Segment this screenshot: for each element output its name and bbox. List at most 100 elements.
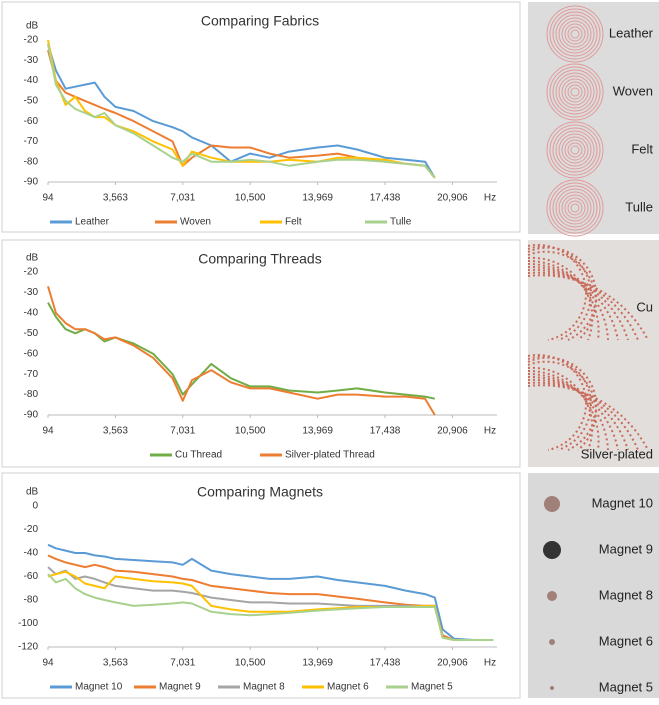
y-tick-label: -80 — [24, 156, 39, 167]
x-tick-label: 17,438 — [370, 426, 401, 437]
coil — [555, 130, 595, 170]
coil-arc — [527, 246, 598, 341]
magnet — [549, 639, 555, 645]
chart-panel — [1, 1, 521, 233]
coil — [567, 84, 583, 100]
coil — [558, 17, 592, 51]
y-tick-label: -60 — [24, 348, 39, 359]
y-tick-label: -80 — [24, 595, 39, 606]
x-tick-label: 3,563 — [103, 658, 128, 669]
thread-photos — [528, 240, 659, 467]
y-tick-label: -80 — [24, 389, 39, 400]
y-tick-label: -90 — [24, 177, 39, 188]
coil-arc — [527, 378, 629, 451]
magnet — [543, 541, 561, 559]
x-tick-label: 10,500 — [235, 193, 266, 204]
coil — [567, 200, 583, 216]
y-tick-label: -50 — [24, 95, 39, 106]
photo-label: Tulle — [625, 199, 653, 214]
x-axis-label: Hz — [484, 426, 496, 437]
chart-panel — [1, 239, 521, 468]
x-tick-label: 13,969 — [302, 658, 333, 669]
legend-label: Magnet 5 — [411, 682, 453, 693]
y-tick-label: -40 — [24, 307, 39, 318]
series-line — [47, 570, 494, 641]
x-tick-label: 20,906 — [437, 426, 468, 437]
y-tick-label: -60 — [24, 116, 39, 127]
coil-arc — [527, 360, 597, 451]
chart-title: Comparing Fabrics — [201, 13, 319, 29]
x-tick-label: 94 — [42, 658, 54, 669]
coil — [567, 26, 583, 42]
coil — [561, 136, 589, 164]
coil — [564, 23, 586, 45]
coil — [558, 191, 592, 225]
coil — [552, 11, 598, 57]
magnet — [547, 591, 557, 601]
coil — [549, 182, 601, 234]
coil — [546, 63, 604, 121]
coil — [570, 145, 580, 155]
y-axis-label: dB — [26, 21, 39, 32]
x-tick-label: 3,563 — [103, 193, 128, 204]
photo-label: Leather — [609, 25, 654, 40]
coil-arc — [527, 274, 649, 341]
y-tick-label: -20 — [24, 35, 39, 46]
coil-arc — [527, 356, 598, 451]
x-tick-label: 94 — [42, 193, 54, 204]
y-tick-label: -40 — [24, 548, 39, 559]
x-axis-label: Hz — [484, 193, 496, 204]
y-tick-label: -60 — [24, 571, 39, 582]
coil — [549, 124, 601, 176]
photo-label: Magnet 10 — [592, 495, 653, 510]
x-tick-label: 3,563 — [103, 426, 128, 437]
y-tick-label: -70 — [24, 369, 39, 380]
coil — [564, 81, 586, 103]
coil — [552, 185, 598, 231]
y-tick-label: -20 — [24, 267, 39, 278]
coil-arc — [527, 381, 639, 451]
coil — [555, 14, 595, 54]
x-tick-label: 20,906 — [437, 193, 468, 204]
series-line — [47, 39, 436, 179]
legend-label: Magnet 9 — [159, 682, 201, 693]
coil-arc — [527, 271, 639, 341]
coil — [561, 194, 589, 222]
coil — [552, 127, 598, 173]
legend-label: Magnet 10 — [75, 682, 123, 693]
y-tick-label: -50 — [24, 328, 39, 339]
photo-label: Magnet 5 — [599, 679, 653, 694]
coil — [552, 69, 598, 115]
coil — [555, 188, 595, 228]
legend-label: Cu Thread — [175, 450, 222, 461]
y-tick-label: -20 — [24, 524, 39, 535]
legend-label: Magnet 6 — [327, 682, 369, 693]
coil — [558, 133, 592, 167]
series-line — [47, 286, 436, 416]
chart-title: Comparing Magnets — [197, 484, 323, 500]
coil-arc — [527, 372, 609, 451]
coil — [561, 78, 589, 106]
chart-panel — [1, 472, 521, 699]
coil-arc — [527, 265, 619, 341]
x-tick-label: 17,438 — [370, 658, 401, 669]
coil-arc — [527, 384, 649, 451]
coil — [555, 72, 595, 112]
photo-label: Silver-plated — [581, 446, 653, 461]
x-tick-label: 13,969 — [302, 193, 333, 204]
x-tick-label: 7,031 — [170, 426, 195, 437]
coil — [561, 20, 589, 48]
magnet — [544, 496, 560, 512]
x-tick-label: 10,500 — [235, 426, 266, 437]
photo-label: Magnet 8 — [599, 587, 653, 602]
y-tick-label: -30 — [24, 287, 39, 298]
x-tick-label: 20,906 — [437, 658, 468, 669]
y-axis-label: dB — [26, 487, 39, 498]
series-line — [47, 573, 494, 641]
series-line — [47, 543, 494, 641]
coil — [549, 8, 601, 60]
x-tick-label: 94 — [42, 426, 54, 437]
photo-label: Woven — [613, 83, 653, 98]
coil-arc — [527, 268, 629, 341]
